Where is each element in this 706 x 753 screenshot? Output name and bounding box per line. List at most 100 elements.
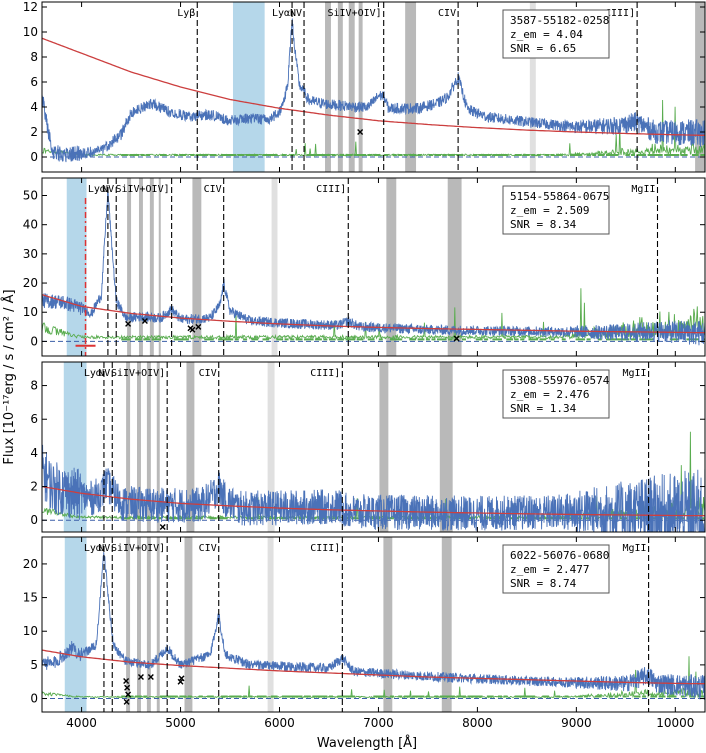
masked-band [156,362,160,532]
emission-line-label: NV [290,8,302,19]
emission-line-label: Lyβ [177,8,195,19]
emission-line-label: MgII [623,368,647,379]
emission-line-label: NV [98,543,110,554]
y-tick-label: 2 [30,125,38,139]
snr-label: SNR = 1.34 [510,402,577,415]
masked-band [158,178,161,356]
masked-band [325,2,331,172]
absorber-marker [195,323,202,330]
redshift-label: z_em = 2.477 [510,563,589,576]
spectrum-panel-1: Lyβ Lyα NV SiIV+OIV] CIV CIII] 0 2 4 6 8 10 12 3587-5… [23,0,706,173]
masked-band [127,178,132,356]
absorber-marker [123,698,130,705]
emission-line-label: Lyα [272,8,290,19]
panel-frame [41,177,706,357]
masked-band [146,362,151,532]
x-tick-label: 5000 [165,716,196,730]
emission-line-label: NV [102,184,114,195]
masked-band [138,178,143,356]
lya-forest-band [66,178,87,356]
masked-band [348,2,355,172]
lya-forest-band [63,362,87,532]
absorber-marker [147,674,154,680]
panel-plot-area [42,178,705,356]
emission-line-label: CIII] [310,368,340,379]
y-tick-label: 4 [30,100,38,114]
flux-spectrum [42,552,705,700]
y-tick-label: 6 [30,412,38,426]
y-tick-label: 40 [23,218,38,232]
absorber-marker [453,335,460,342]
light-masked-band [267,362,275,532]
emission-line-label: CIII] [605,8,635,19]
x-tick-label: 7000 [363,716,394,730]
absorber-marker [159,523,166,530]
emission-line-label: Lyα [84,368,102,379]
flux-spectrum [42,18,705,163]
absorber-marker [141,317,148,324]
y-tick-label: 0 [30,692,38,706]
absorber-marker [125,320,132,327]
snr-label: SNR = 6.65 [510,42,576,55]
masked-band [383,537,393,712]
redshift-label: z_em = 4.04 [510,28,583,41]
y-tick-label: 4 [30,446,38,460]
emission-line-label: CIII] [316,184,346,195]
masked-band [439,362,453,532]
continuum-fit [42,294,705,334]
flux-spectrum [42,444,705,532]
absorber-marker [124,684,131,691]
emission-line-label: MgII [623,543,647,554]
y-axis-label: Flux [10⁻¹⁷erg / s / cm² / Å] [1,289,17,464]
y-tick-label: 0 [30,334,38,348]
y-tick-label: 2 [30,480,38,494]
emission-line-label: SiIV+OIV] [111,543,165,554]
masked-band [136,362,141,532]
masked-band [146,537,151,712]
y-tick-label: 5 [30,658,38,672]
y-tick-label: 10 [23,624,38,638]
masked-band [695,2,705,172]
emission-line-label: MgII [631,184,655,195]
x-tick-label: 8000 [462,716,493,730]
emission-line-label: Lyα [88,184,106,195]
masked-band [156,537,160,712]
emission-line-label: CIV [199,543,217,554]
absorber-marker [178,675,185,682]
masked-band [126,362,131,532]
snr-label: SNR = 8.34 [510,218,577,231]
y-tick-label: 6 [30,75,38,89]
flux-spectrum [42,187,705,346]
emission-line-label: CIV [199,368,217,379]
info-box [502,9,610,59]
masked-band [386,178,397,356]
snr-label: SNR = 8.74 [510,577,577,590]
emission-line-label: CIII] [310,543,340,554]
lya-forest-band [232,2,265,172]
masked-band [192,178,202,356]
light-masked-band [271,178,278,356]
y-tick-label: 8 [30,379,38,393]
x-tick-label: 9000 [561,716,592,730]
y-tick-label: 8 [30,50,38,64]
y-tick-label: 10 [23,305,38,319]
emission-line-label: Lyα [84,543,102,554]
masked-band [126,537,131,712]
x-tick-label: 4000 [66,716,97,730]
emission-line-label: CIV [204,184,222,195]
emission-line-label: SiIV+OIV] [115,184,169,195]
redshift-label: z_em = 2.509 [510,204,589,217]
masked-band [186,362,195,532]
absorber-marker [137,674,144,680]
y-tick-label: 0 [30,150,38,164]
y-tick-label: 50 [23,189,38,203]
lya-forest-band [64,537,87,712]
y-tick-label: 0 [30,513,38,527]
continuum-fit [42,37,705,137]
masked-band [405,2,417,172]
emission-line-label: SiIV+OIV] [111,368,165,379]
absorber-marker [357,129,364,135]
